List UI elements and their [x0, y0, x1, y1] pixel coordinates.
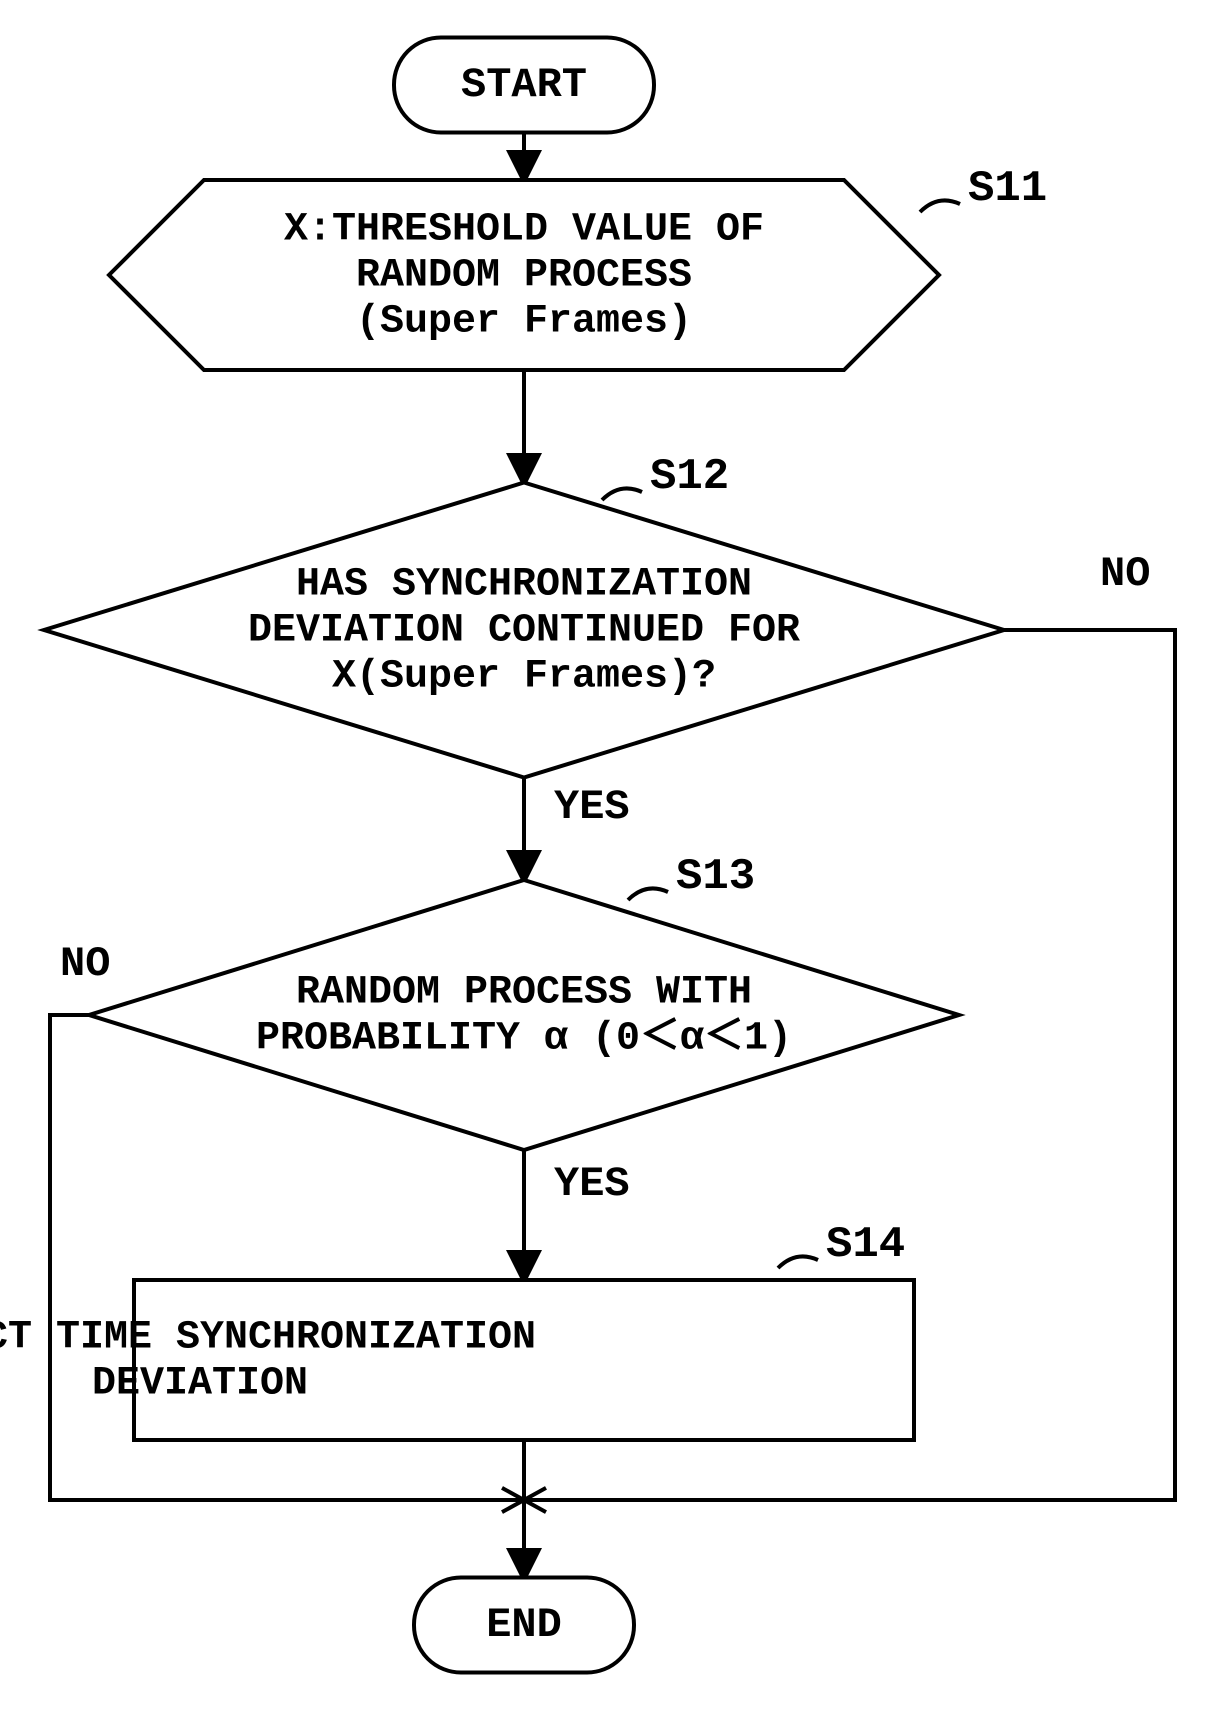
svg-text:START: START [461, 61, 587, 109]
node-s13: RANDOM PROCESS WITHPROBABILITY α (0＜α＜1) [89, 880, 959, 1150]
svg-text:RANDOM PROCESS WITH: RANDOM PROCESS WITH [296, 971, 752, 1016]
svg-text:X(Super Frames)?: X(Super Frames)? [332, 655, 716, 700]
ref-s14: S14 [826, 1220, 905, 1270]
ref-s12: S12 [650, 452, 729, 502]
svg-text:PROBABILITY α (0＜α＜1): PROBABILITY α (0＜α＜1) [256, 1017, 792, 1062]
ref-s13: S13 [676, 852, 755, 902]
node-end: END [414, 1578, 634, 1673]
node-start: START [394, 38, 654, 133]
svg-text:(Super Frames): (Super Frames) [356, 300, 692, 345]
edge-label-e_s12_s13: YES [554, 783, 630, 831]
svg-text:DEVIATION CONTINUED FOR: DEVIATION CONTINUED FOR [248, 609, 800, 654]
flowchart-canvas: START X:THRESHOLD VALUE OFRANDOM PROCESS(… [0, 0, 1232, 1710]
svg-text:END: END [486, 1601, 562, 1649]
node-s14: CORRECT TIME SYNCHRONIZATIONDEVIATION [0, 1280, 914, 1440]
svg-text:HAS SYNCHRONIZATION: HAS SYNCHRONIZATION [296, 563, 752, 608]
svg-text:X:THRESHOLD VALUE OF: X:THRESHOLD VALUE OF [284, 208, 764, 253]
node-s12: HAS SYNCHRONIZATIONDEVIATION CONTINUED F… [44, 483, 1004, 778]
svg-text:RANDOM PROCESS: RANDOM PROCESS [356, 254, 692, 299]
nodes-group: START X:THRESHOLD VALUE OFRANDOM PROCESS(… [0, 38, 1004, 1673]
edge-label-e_s13_no: NO [60, 940, 110, 988]
svg-text:CORRECT TIME SYNCHRONIZATION: CORRECT TIME SYNCHRONIZATION [0, 1316, 536, 1361]
node-s11: X:THRESHOLD VALUE OFRANDOM PROCESS(Super… [109, 180, 939, 370]
ref-s11: S11 [968, 164, 1047, 214]
svg-text:DEVIATION: DEVIATION [92, 1362, 308, 1407]
edge-label-e_s13_s14: YES [554, 1160, 630, 1208]
edge-label-e_s12_no: NO [1100, 550, 1150, 598]
